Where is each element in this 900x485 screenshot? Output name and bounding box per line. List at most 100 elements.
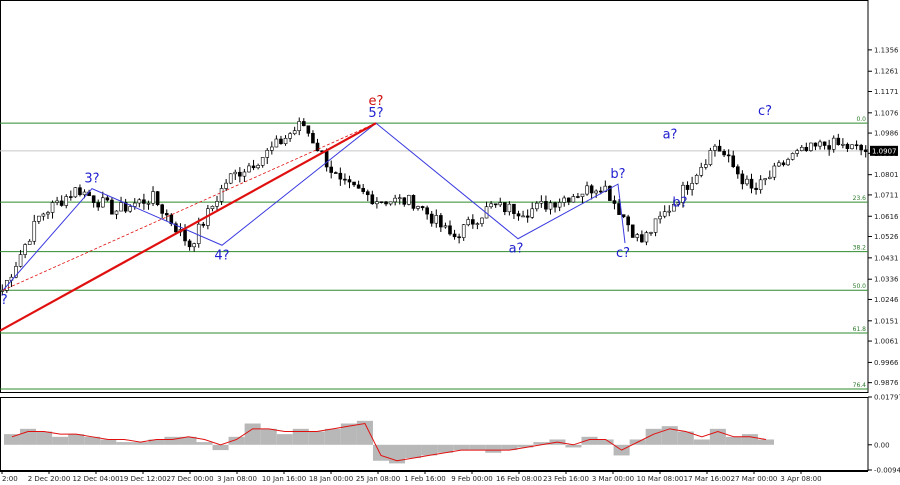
candle-body [288,133,292,139]
candle-body [142,199,146,204]
candle-body [59,200,64,206]
candle-body [375,201,379,205]
fib-level-label: 0.0 [856,116,866,123]
oscillator-bar [757,439,774,445]
candle-body [333,172,338,174]
candle-body [256,165,260,169]
candle-body [772,165,777,178]
candle-body [493,203,498,206]
candle-body [598,190,603,193]
osc-tick-label: -0.00948 [874,467,900,475]
candle-body [155,191,160,205]
candle-body [283,138,288,144]
candle-body [247,165,251,173]
osc-tick-label: 0.00 [874,441,890,449]
candle-body [608,185,612,201]
oscillator-bar [421,444,438,456]
oscillator-bar [741,434,758,445]
candle-body [635,234,640,238]
price-tick-label: 1.1261 [874,68,899,76]
red-trendline[interactable] [0,122,377,332]
candle-body [105,197,110,201]
fib-level-label: 38.2 [853,245,867,252]
candle-body [238,171,242,177]
oscillator-bar [164,436,181,445]
candle-body [863,149,868,152]
current-price-label: 1.0907 [872,147,897,155]
candle-body [818,141,822,147]
candle-body [64,196,69,206]
fib-level-label: 23.6 [853,195,867,202]
candle-body [525,215,530,218]
oscillator-bar [100,439,117,445]
candle-body [594,190,598,194]
candle-body [429,213,434,224]
candle-body [96,202,101,208]
candle-body [242,171,247,177]
oscillator-bar [276,434,293,445]
candle-body [676,202,681,205]
candle-body [397,197,402,200]
time-tick-label: 10 Mar 08:00 [637,475,684,483]
time-tick-label: 3 Apr 08:00 [780,475,821,483]
time-tick-label: 27 Mar 00:00 [731,475,778,483]
candle-body [662,211,667,217]
candle-body [14,266,18,278]
candle-body [457,236,461,239]
candle-body [512,203,516,214]
candle-body [201,223,206,226]
oscillator-bar [517,444,534,448]
candle-body [621,214,626,218]
candle-body [443,225,448,228]
candle-body [343,178,347,181]
candle-body [251,165,256,169]
oscillator-bar [356,420,373,445]
candle-body [338,172,343,180]
price-tick-label: 1.0336 [874,276,899,284]
oscillator-bar [228,436,245,445]
wave-label-2: 2? [0,293,8,308]
candle-body [845,143,850,149]
candle-body [315,142,320,152]
candle-body [557,202,562,208]
candle-body [137,199,142,204]
price-tick-label: 1.0151 [874,317,899,325]
osc-tick-label: 0.01797 [874,394,900,402]
time-tick-label: 2 Dec 20:00 [28,475,71,483]
time-tick-label: 23 Feb 16:00 [543,475,589,483]
oscillator-bar [36,431,53,445]
candle-body [754,187,758,190]
candle-body [78,187,82,196]
candle-body [164,213,169,216]
candle-body [813,142,818,147]
candle-body [626,216,630,226]
candle-body [228,173,233,184]
candle-body [119,202,123,212]
candle-body [475,223,480,225]
candle-body [425,207,429,215]
fib-level-label: 50.0 [853,283,867,290]
candle-body [630,224,635,238]
time-tick-label: 3 Mar 00:00 [592,475,634,483]
time-tick-label: 25 Jan 08:00 [356,475,400,483]
candle-body [827,145,831,150]
candle-body [498,202,503,206]
oscillator-bar [292,428,309,445]
candle-body [82,191,87,196]
candle-body [571,196,576,203]
time-tick-label: 12 Dec 04:00 [72,475,119,483]
candle-body [123,202,128,212]
candle-body [553,202,557,208]
oscillator-bar [308,431,325,445]
candle-body [763,178,768,181]
candle-body [352,181,356,186]
candle-body [32,221,37,242]
candle-body [681,184,685,203]
candle-body [562,197,567,203]
candle-body [274,138,279,148]
candle-body [685,184,690,190]
oscillator-bar [693,439,710,445]
candle-body [402,197,407,205]
price-tick-label: 1.0061 [874,338,899,346]
